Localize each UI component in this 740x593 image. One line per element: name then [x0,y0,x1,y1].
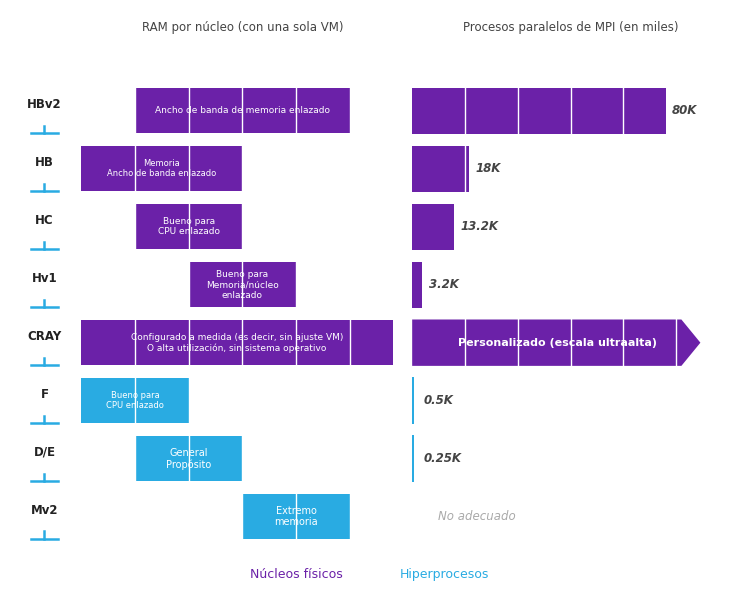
Text: 80: 80 [641,54,659,67]
Text: Bueno para
CPU enlazado: Bueno para CPU enlazado [106,391,164,410]
Text: |: | [542,71,546,81]
Text: HC: HC [35,214,54,227]
Text: 20: 20 [482,54,500,67]
Text: Núcleos físicos: Núcleos físicos [249,568,343,581]
Bar [412,378,414,424]
Text: Ancho de banda de memoria enlazado: Ancho de banda de memoria enlazado [155,106,330,115]
Bar [189,262,296,307]
Text: |: | [648,71,651,81]
Text: Mv2: Mv2 [30,503,58,517]
Text: |: | [107,71,110,81]
Text: Bueno para
CPU enlazado: Bueno para CPU enlazado [158,217,220,237]
Text: Bueno para
Memoria/núcleo
enlazado: Bueno para Memoria/núcleo enlazado [206,270,279,299]
Text: 18K: 18K [476,162,501,176]
Bar [81,378,189,423]
Text: Configurado a medida (es decir, sin ajuste VM)
O alta utilización, sin sistema o: Configurado a medida (es decir, sin ajus… [131,333,343,353]
Text: |: | [321,71,324,81]
Bar [135,436,243,481]
Text: 0.5K: 0.5K [423,394,453,407]
Text: 60: 60 [588,54,606,67]
Text: Hv1: Hv1 [32,272,57,285]
Text: F: F [41,388,48,401]
Text: |: | [701,71,704,81]
Text: |: | [214,71,217,81]
Bar [81,320,392,365]
Text: 0.25K: 0.25K [423,452,461,465]
Text: |: | [437,71,440,81]
Text: Hiperprocesos: Hiperprocesos [400,568,488,581]
Bar [135,88,350,133]
Text: CRAY: CRAY [27,330,61,343]
Text: HB: HB [35,156,54,169]
Text: 80K: 80K [672,104,697,117]
Text: 32: 32 [314,54,332,67]
Text: 2: 2 [104,54,112,67]
Text: 16: 16 [260,54,278,67]
Bar [412,88,665,134]
Text: 100: 100 [689,54,716,67]
Text: HBv2: HBv2 [27,98,61,111]
Text: D/E: D/E [33,446,56,459]
Text: |: | [161,71,164,81]
Text: 1: 1 [434,54,443,67]
Bar [135,204,243,249]
Bar [412,435,414,482]
Text: 3.2K: 3.2K [428,278,459,291]
Text: 64: 64 [367,54,386,67]
Text: |: | [375,71,378,81]
Bar [412,203,454,250]
Text: Memoria
Ancho de banda enlazado: Memoria Ancho de banda enlazado [107,159,217,178]
Bar [412,262,423,308]
Text: 8: 8 [211,54,221,67]
Text: |: | [268,71,271,81]
Text: No adecuado: No adecuado [437,510,515,523]
Text: Personalizado (escala ultraalta): Personalizado (escala ultraalta) [458,337,657,347]
Text: RAM por núcleo (con una sola VM): RAM por núcleo (con una sola VM) [141,21,343,34]
Text: Procesos paralelos de MPI (en miles): Procesos paralelos de MPI (en miles) [462,21,679,34]
Bar [243,494,349,539]
Text: 4: 4 [158,54,166,67]
Text: |: | [490,71,493,81]
Text: General
Propósito: General Propósito [166,448,212,470]
Text: |: | [595,71,599,81]
Bar [81,146,243,192]
Text: Extremo
memoria: Extremo memoria [275,506,317,527]
FancyArrow shape [412,320,700,366]
Bar [412,146,469,192]
Text: 40: 40 [535,54,554,67]
Text: 13.2K: 13.2K [460,220,498,233]
